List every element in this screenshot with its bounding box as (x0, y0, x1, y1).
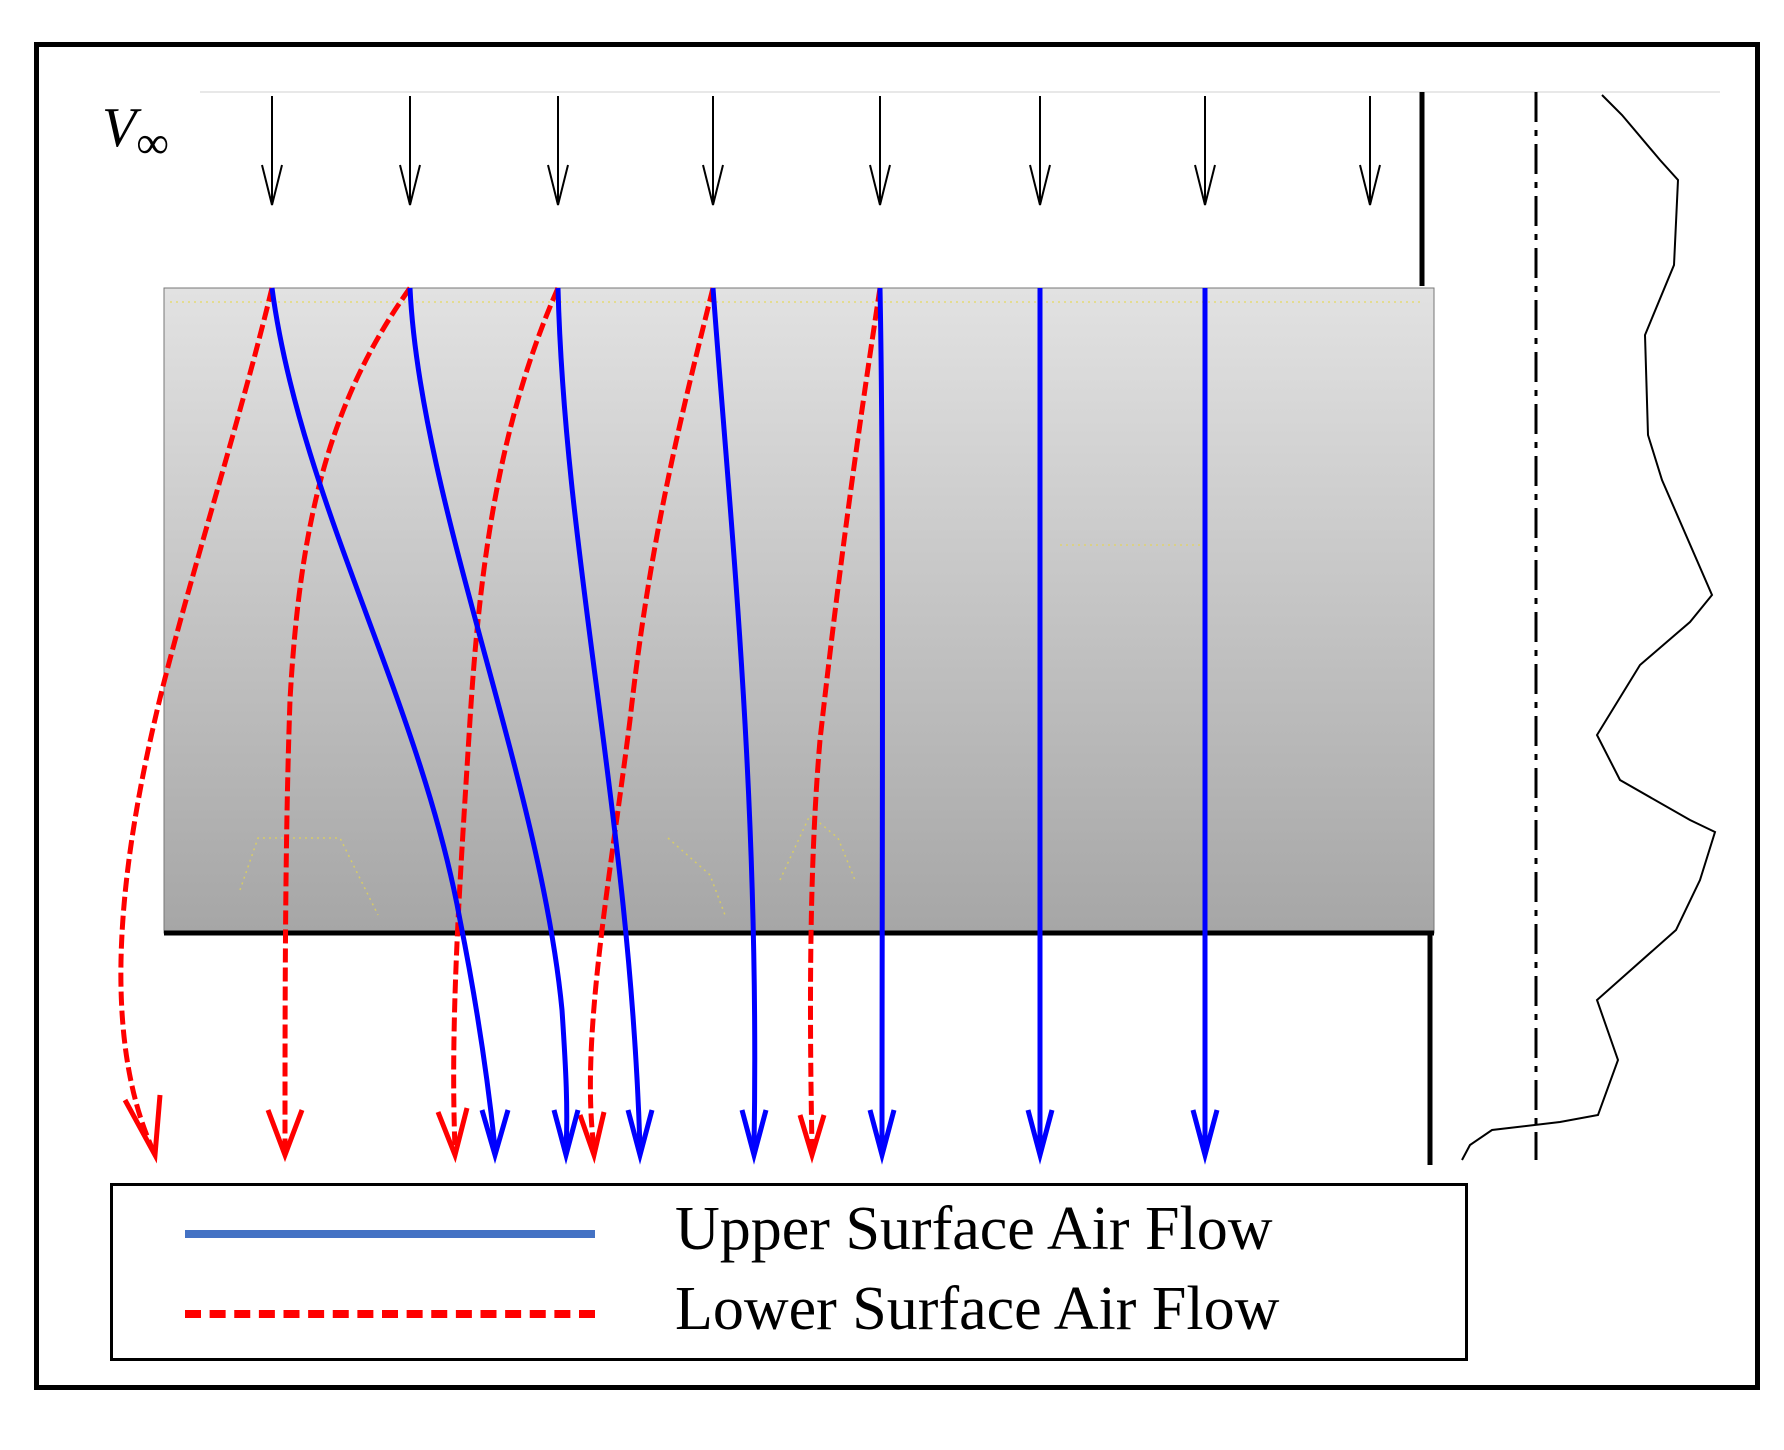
freestream-arrow (702, 96, 724, 206)
legend-item-upper: Upper Surface Air Flow (113, 1192, 1465, 1272)
lower-surface-streamlines (118, 286, 883, 1150)
freestream-arrow (1029, 96, 1051, 206)
freestream-velocity-label: V∞ (102, 96, 169, 168)
lower-surface-arrowheads (122, 1094, 827, 1164)
lower-streamline (807, 287, 883, 1149)
upper-streamline (710, 287, 758, 1149)
freestream-arrows (261, 96, 1381, 206)
freestream-subscript: ∞ (136, 117, 170, 168)
legend-label-upper: Upper Surface Air Flow (675, 1195, 1273, 1263)
freestream-symbol: V (102, 97, 137, 159)
upper-streamline (555, 287, 643, 1149)
freestream-arrow (261, 96, 283, 206)
figure-frame (34, 42, 1760, 1390)
legend: Upper Surface Air Flow Lower Surface Air… (110, 1183, 1468, 1361)
freestream-arrow (1194, 96, 1216, 206)
legend-swatch-upper (185, 1230, 595, 1238)
upper-streamline (877, 287, 885, 1149)
freestream-arrow (399, 96, 421, 206)
upper-streamline (269, 287, 498, 1149)
lower-streamline (282, 286, 413, 1149)
lower-streamline (118, 287, 275, 1150)
freestream-arrow (547, 96, 569, 206)
lower-streamline (587, 287, 716, 1149)
freestream-arrow (869, 96, 891, 206)
upper-surface-arrowheads (479, 1109, 1220, 1165)
freestream-arrow (1359, 96, 1381, 206)
upper-surface-streamlines (269, 287, 1208, 1149)
upper-streamline (407, 287, 570, 1149)
lower-streamline (451, 286, 561, 1149)
legend-swatch-lower (185, 1310, 595, 1318)
velocity-profile (1461, 94, 1717, 1161)
wing-surface (163, 287, 1435, 934)
legend-label-lower: Lower Surface Air Flow (675, 1275, 1280, 1343)
legend-item-lower: Lower Surface Air Flow (113, 1272, 1465, 1352)
